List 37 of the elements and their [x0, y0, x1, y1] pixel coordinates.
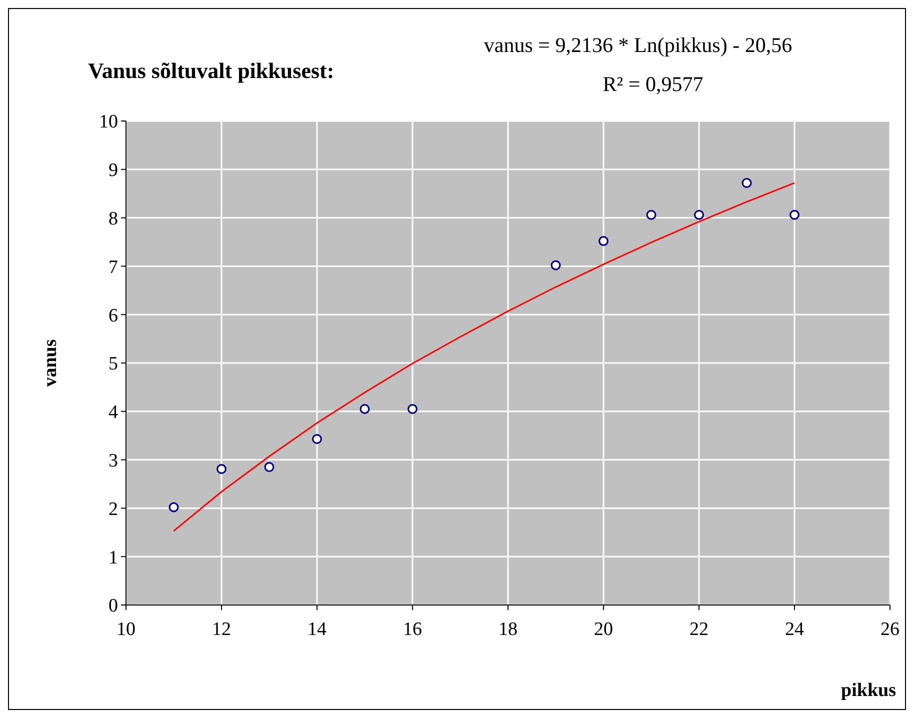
- y-axis-title: vanus: [40, 339, 61, 387]
- point: [742, 178, 752, 188]
- x-tick-label: 18: [498, 619, 518, 640]
- y-tick-label: 2: [108, 498, 118, 520]
- point: [790, 210, 800, 220]
- point: [408, 404, 418, 414]
- y-tick-label: 9: [108, 160, 118, 182]
- chart-title: Vanus sõltuvalt pikkusest:: [88, 58, 334, 83]
- point: [646, 210, 656, 220]
- y-tick-label: 5: [108, 354, 118, 375]
- x-axis-title: pikkus: [841, 680, 896, 701]
- y-tick-label: 1: [108, 547, 118, 568]
- x-tick-label: 16: [403, 619, 422, 640]
- y-tick-label: 4: [108, 402, 118, 424]
- x-tick-label: 20: [594, 619, 613, 640]
- x-tick-label: 22: [690, 619, 708, 640]
- text: R² = 0,9577: [602, 72, 704, 96]
- point: [216, 464, 226, 474]
- x-tick-label: 14: [308, 619, 327, 640]
- line-series: [173, 182, 796, 532]
- point: [168, 502, 179, 512]
- y-tick-label: 6: [108, 305, 118, 326]
- y-tick-label: 3: [108, 450, 118, 472]
- point: [312, 434, 322, 444]
- y-tick-label: 7: [108, 256, 118, 278]
- text: vanus = 9,2136 * Ln(pikkus) - 20,56: [484, 33, 792, 57]
- y-tick-label: 10: [99, 112, 118, 133]
- x-tick-label: 24: [785, 619, 804, 640]
- point: [598, 236, 608, 246]
- point: [550, 260, 561, 270]
- point: [264, 462, 274, 472]
- y-tick-label: 0: [108, 596, 118, 617]
- x-tick-label: 26: [880, 619, 900, 640]
- point: [360, 404, 370, 414]
- y-tick-label: 8: [108, 208, 118, 230]
- x-tick-label: 12: [212, 619, 231, 640]
- point: [694, 210, 704, 220]
